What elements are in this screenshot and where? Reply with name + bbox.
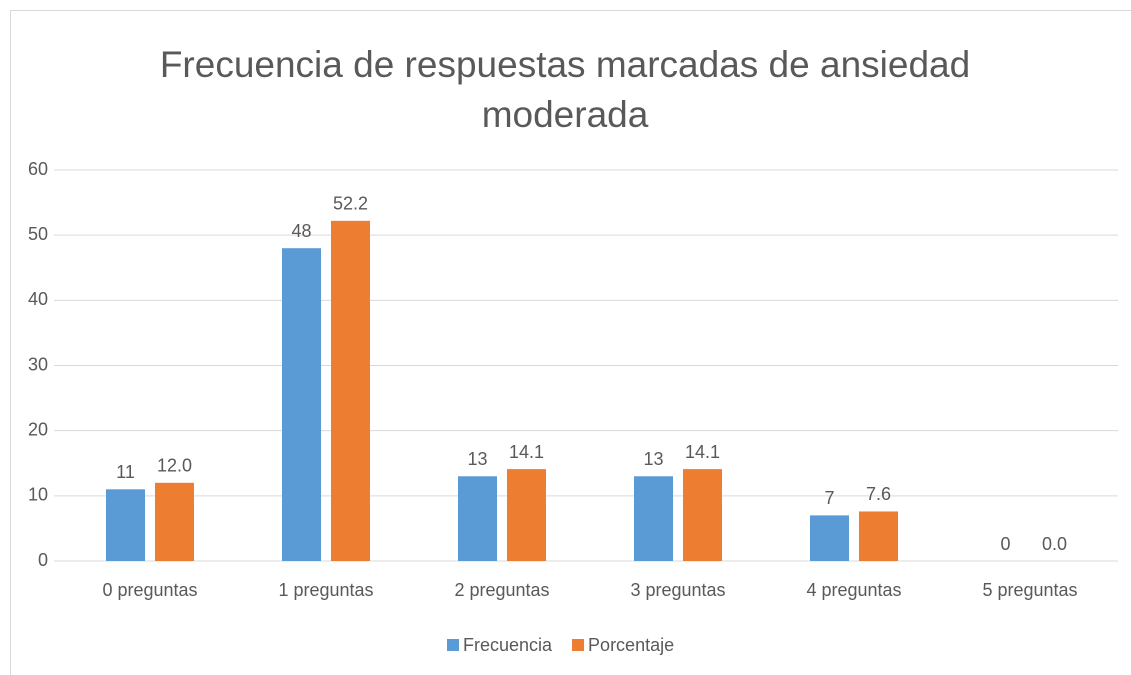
y-tick-label: 40 (28, 289, 48, 309)
data-label: 48 (291, 221, 311, 241)
legend-swatch (447, 639, 459, 651)
data-label: 7.6 (866, 484, 891, 504)
y-tick-label: 30 (28, 354, 48, 374)
data-label: 14.1 (685, 442, 720, 462)
bar (106, 489, 145, 561)
data-label: 0.0 (1042, 534, 1067, 554)
legend-swatch (572, 639, 585, 651)
bar (458, 476, 497, 561)
bar (282, 248, 321, 561)
title-box: Frecuencia de respuestas marcadas de ans… (159, 44, 971, 135)
data-label: 12.0 (157, 456, 192, 476)
x-tick-label: 3 preguntas (630, 580, 725, 600)
legend-label: Porcentaje (588, 635, 674, 655)
y-tick-label: 20 (28, 419, 48, 439)
data-label: 7 (824, 488, 834, 508)
bar (155, 482, 194, 561)
legend-label: Frecuencia (463, 635, 553, 655)
bar (331, 220, 370, 561)
x-tick-label: 4 preguntas (806, 580, 901, 600)
bar (810, 515, 849, 561)
x-tick-label: 5 preguntas (982, 580, 1077, 600)
bar (683, 469, 722, 561)
chart-title: Frecuencia de respuestas marcadas de ans… (159, 44, 971, 135)
data-label: 0 (1000, 534, 1010, 554)
x-tick-label: 2 preguntas (454, 580, 549, 600)
bar (859, 511, 898, 561)
y-tick-label: 50 (28, 224, 48, 244)
data-label: 52.2 (333, 194, 368, 214)
y-tick-label: 0 (38, 550, 48, 570)
data-label: 13 (643, 449, 663, 469)
bar (507, 469, 546, 561)
data-label: 11 (116, 462, 135, 482)
x-tick-label: 1 preguntas (278, 580, 373, 600)
y-tick-label: 10 (28, 485, 48, 505)
data-label: 14.1 (509, 442, 544, 462)
chart-border (10, 10, 1131, 675)
y-tick-label: 60 (28, 159, 48, 179)
bar (634, 476, 673, 561)
x-tick-label: 0 preguntas (102, 580, 197, 600)
data-label: 13 (467, 449, 487, 469)
